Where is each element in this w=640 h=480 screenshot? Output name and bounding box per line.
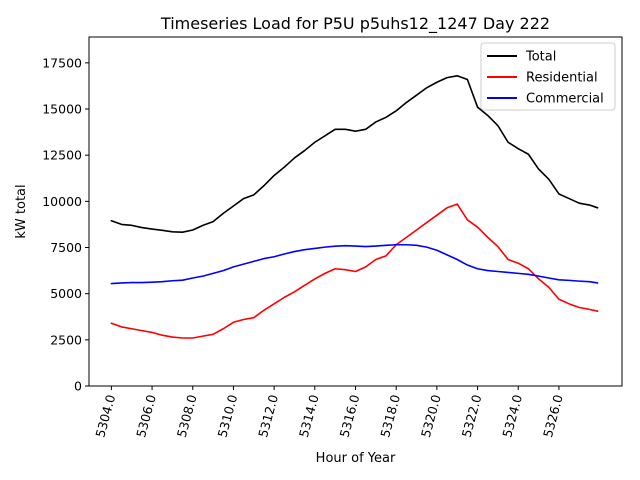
legend-label: Commercial bbox=[526, 92, 604, 107]
y-tick-label: 17500 bbox=[42, 55, 82, 70]
series-line-commercial bbox=[110, 243, 599, 285]
y-axis-title: kW total bbox=[14, 184, 29, 238]
x-axis-title: Hour of Year bbox=[316, 451, 396, 466]
y-axis: 0 2500 5000 7500 10000 12500 15000 17500 bbox=[42, 55, 89, 394]
legend-box bbox=[480, 42, 616, 111]
y-tick-label: 5000 bbox=[50, 286, 82, 301]
series-line-residential bbox=[110, 203, 599, 339]
y-tick-label: 0 bbox=[74, 379, 82, 394]
legend-label: Total bbox=[525, 50, 556, 65]
y-tick-label: 15000 bbox=[42, 102, 82, 117]
y-tick-label: 7500 bbox=[50, 240, 82, 255]
series-line-total bbox=[110, 74, 599, 233]
legend: Total Residential Commercial bbox=[480, 42, 616, 111]
legend-label: Residential bbox=[526, 71, 598, 86]
series-layer bbox=[110, 74, 599, 339]
y-tick-label: 10000 bbox=[42, 194, 82, 209]
chart-title: Timeseries Load for P5U p5uhs12_1247 Day… bbox=[160, 14, 550, 34]
y-tick-label: 12500 bbox=[42, 148, 82, 163]
y-tick-label: 2500 bbox=[50, 332, 82, 347]
